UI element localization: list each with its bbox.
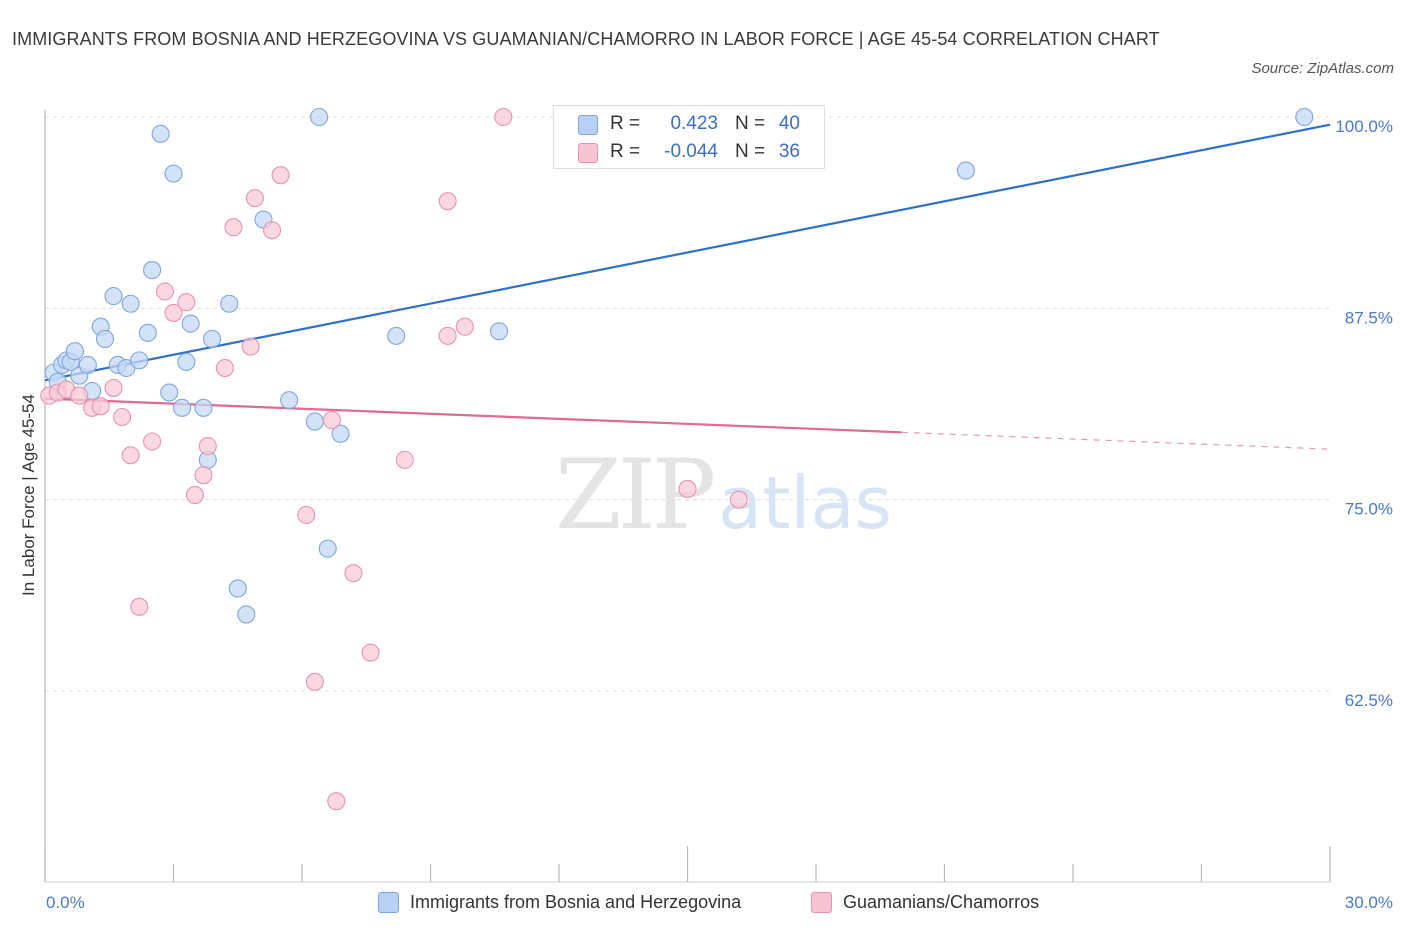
point-guamanian (194, 466, 213, 485)
bottom-legend-label: Immigrants from Bosnia and Herzegovina (410, 892, 742, 912)
trend-line-guamanian-extension (901, 431, 1331, 450)
legend-swatch-blue (578, 115, 598, 135)
point-guamanian (729, 490, 748, 509)
y-tick-label: 100.0% (1335, 117, 1393, 136)
trend-line-bosnia (44, 123, 1331, 382)
point-bosnia (104, 287, 123, 306)
point-bosnia (956, 161, 975, 180)
point-bosnia (138, 323, 157, 342)
point-bosnia (177, 352, 196, 371)
chart-source: Source: ZipAtlas.com (1251, 60, 1394, 77)
stats-legend-row-bosnia: R = 0.423 N = 40 (554, 110, 824, 138)
point-guamanian (155, 282, 174, 301)
point-guamanian (198, 437, 217, 456)
n-label: N = (735, 113, 766, 134)
point-guamanian (305, 672, 324, 691)
r-label: R = (610, 113, 641, 134)
point-bosnia (237, 605, 256, 624)
x-tick-label-max: 30.0% (1345, 893, 1393, 912)
point-guamanian (177, 293, 196, 312)
r-value: 0.423 (670, 113, 718, 134)
bottom-legend-swatch-blue (378, 892, 399, 913)
point-guamanian (344, 564, 363, 583)
x-tick-label-min: 0.0% (46, 893, 85, 912)
y-axis-title: In Labor Force | Age 45-54 (19, 394, 38, 596)
point-guamanian (121, 446, 140, 465)
point-bosnia (95, 329, 115, 348)
n-value: 40 (778, 113, 800, 134)
point-guamanian (438, 326, 457, 345)
point-guamanian (455, 317, 474, 336)
n-label: N = (735, 141, 766, 162)
bottom-legend-item-bosnia: Immigrants from Bosnia and Herzegovina (378, 888, 788, 916)
point-bosnia (387, 326, 406, 345)
point-bosnia (228, 579, 247, 598)
point-guamanian (678, 479, 697, 499)
point-guamanian (361, 643, 380, 662)
point-guamanian (70, 386, 89, 405)
y-tick-label: 87.5% (1345, 308, 1393, 327)
watermark: ZIP atlas (555, 439, 892, 551)
point-bosnia (181, 314, 200, 333)
point-guamanian (322, 411, 342, 430)
point-guamanian (327, 792, 346, 811)
point-bosnia (160, 383, 179, 402)
point-bosnia (173, 398, 192, 417)
point-guamanian (297, 505, 316, 525)
point-bosnia (305, 412, 324, 431)
point-bosnia (78, 355, 97, 375)
point-guamanian (494, 107, 513, 127)
point-bosnia (280, 391, 299, 410)
point-bosnia (489, 322, 509, 341)
point-guamanian (262, 221, 282, 240)
r-value: -0.044 (664, 141, 718, 162)
chart-title: IMMIGRANTS FROM BOSNIA AND HERZEGOVINA V… (12, 29, 1160, 49)
point-bosnia (203, 329, 222, 348)
point-bosnia (318, 539, 337, 558)
point-guamanian (215, 358, 234, 378)
bottom-legend-label: Guamanians/Chamorros (843, 892, 1040, 912)
grid-lines (45, 116, 1330, 692)
point-guamanian (245, 189, 264, 208)
point-bosnia (310, 107, 329, 127)
stats-legend: R = 0.423 N = 40 R = -0.044 N = 36 (553, 105, 825, 169)
n-value: 36 (778, 141, 800, 162)
point-guamanian (185, 486, 204, 505)
y-tick-label: 75.0% (1345, 500, 1393, 519)
point-bosnia (130, 351, 149, 370)
point-guamanian (91, 397, 110, 416)
point-guamanian (130, 597, 149, 616)
y-tick-label: 62.5% (1345, 691, 1393, 710)
point-bosnia (143, 261, 162, 280)
point-guamanian (271, 166, 290, 185)
bottom-legend-swatch-pink (811, 892, 832, 913)
stats-legend-row-guamanian: R = -0.044 N = 36 (554, 138, 824, 166)
legend-swatch-pink (578, 143, 598, 163)
point-bosnia (164, 164, 183, 183)
point-guamanian (104, 378, 123, 397)
axes: 62.5% 75.0% 87.5% 100.0% 0.0% 30.0% (44, 110, 1393, 912)
point-guamanian (241, 337, 260, 356)
point-bosnia (331, 424, 350, 443)
trend-lines (44, 123, 1331, 450)
bottom-legend-item-guamanian: Guamanians/Chamorros (811, 888, 1071, 916)
point-bosnia (220, 294, 239, 313)
point-guamanian (143, 432, 162, 451)
point-bosnia (194, 398, 213, 417)
point-guamanian (224, 218, 243, 237)
r-label: R = (610, 141, 641, 162)
point-guamanian (164, 303, 183, 322)
trend-line-guamanian (44, 397, 902, 434)
point-guamanian (438, 192, 457, 211)
data-points (40, 107, 1314, 811)
point-bosnia (65, 342, 85, 361)
point-bosnia (121, 294, 140, 313)
point-guamanian (113, 407, 132, 427)
point-bosnia (151, 124, 170, 143)
point-guamanian (395, 450, 414, 469)
point-bosnia (1295, 107, 1314, 127)
